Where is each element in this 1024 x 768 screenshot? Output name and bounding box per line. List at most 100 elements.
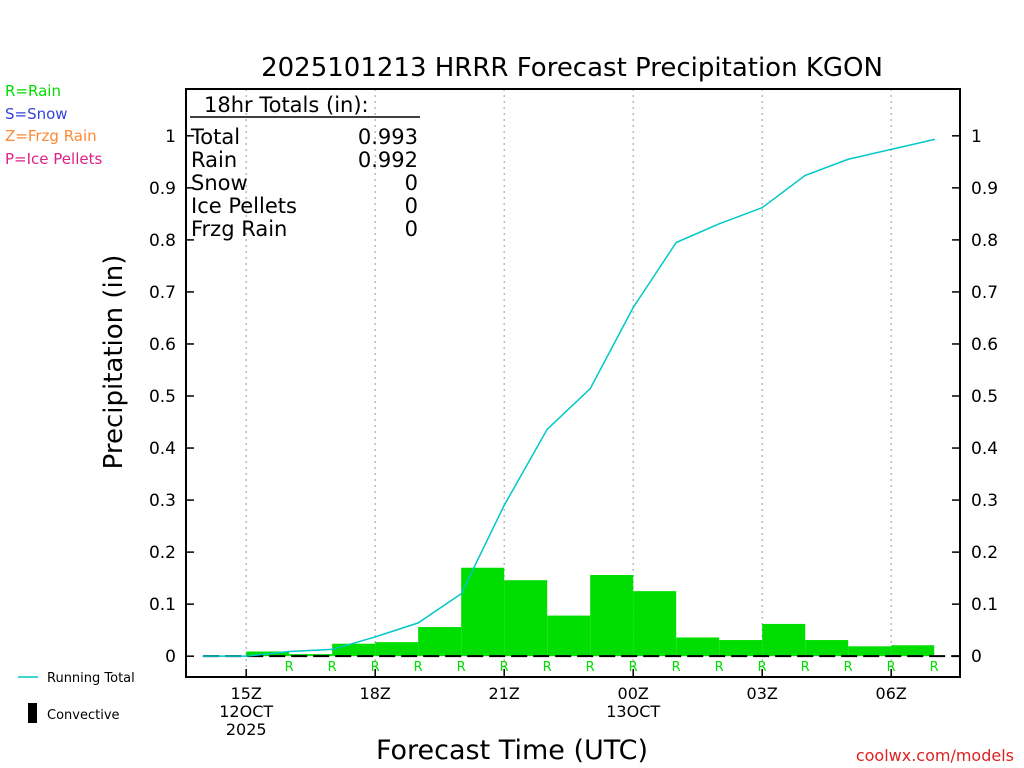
key-rain: R=Rain xyxy=(5,82,61,100)
bar-03z xyxy=(719,640,763,657)
y-tick-label-left: 1 xyxy=(165,127,176,147)
running-total-point-22z xyxy=(546,428,548,431)
y-tick-label-right: 0 xyxy=(971,647,982,667)
y-tick-label-left: 0.5 xyxy=(149,387,176,407)
running-total-point-21z xyxy=(503,504,506,507)
chart-title: 2025101213 HRRR Forecast Precipitation K… xyxy=(261,53,883,83)
ptype-letter: R xyxy=(457,660,466,675)
running-total-point-03z xyxy=(761,206,763,209)
bar-07z xyxy=(891,645,935,657)
x-tick-label: 13OCT xyxy=(606,702,660,721)
totals-label-snow: Snow xyxy=(191,171,248,195)
ptype-letter: R xyxy=(801,660,810,675)
key-snow: S=Snow xyxy=(5,105,68,123)
running-total-point-19z xyxy=(417,622,420,624)
ptype-letter: R xyxy=(285,660,294,675)
ptype-letter: R xyxy=(586,660,595,675)
y-tick-label-left: 0.2 xyxy=(149,543,176,563)
grid-lines xyxy=(245,89,892,677)
bar-01z xyxy=(633,591,677,657)
bar-02z xyxy=(676,637,720,657)
convective-legend-swatch xyxy=(28,703,37,723)
running-total-series xyxy=(202,138,935,657)
bar-22z xyxy=(504,580,548,657)
site-credit: coolwx.com/models xyxy=(856,746,1014,765)
y-axis-label: Precipitation (in) xyxy=(99,255,129,470)
running-total-point-02z xyxy=(718,222,720,225)
bar-20z xyxy=(418,627,462,657)
ptype-letter: R xyxy=(715,660,724,675)
running-total-point-17z xyxy=(331,648,334,651)
hourly-bars xyxy=(246,567,935,657)
y-tick-label-right: 1 xyxy=(971,127,982,147)
totals-value-rain: 0.992 xyxy=(358,148,418,172)
convective-legend-label: Convective xyxy=(47,708,120,723)
x-tick-label: 15Z xyxy=(231,684,262,703)
y-axis-left: 0 0.1 0.2 0.3 0.4 0.5 0.6 0.7 0.8 0.9 1 xyxy=(149,127,194,667)
running-total-point-15z xyxy=(245,655,247,657)
y-tick-label-left: 0.9 xyxy=(149,179,176,199)
running-total-point-20z xyxy=(460,592,463,595)
bar-06z xyxy=(848,646,892,657)
running-total-point-01z xyxy=(675,241,677,244)
totals-label-ice-pellets: Ice Pellets xyxy=(191,194,297,218)
bar-17z xyxy=(289,654,333,657)
y-tick-label-left: 0 xyxy=(165,647,176,667)
plot-frame xyxy=(185,88,961,678)
ptype-letter: R xyxy=(887,660,896,675)
running-total-legend-label: Running Total xyxy=(47,671,135,686)
totals-value-total: 0.993 xyxy=(358,125,418,149)
ptype-letter: R xyxy=(328,660,337,675)
totals-value-ice-pellets: 0 xyxy=(405,194,418,218)
ptype-letter: R xyxy=(414,660,423,675)
bar-18z xyxy=(332,643,376,657)
bar-05z xyxy=(805,640,849,657)
totals-value-snow: 0 xyxy=(405,171,418,195)
ptype-letter: R xyxy=(543,660,552,675)
key-frzg-rain: Z=Frzg Rain xyxy=(5,127,97,145)
x-tick-label: 03Z xyxy=(747,684,778,703)
x-tick-label: 2025 xyxy=(226,720,267,739)
ptype-letter: R xyxy=(500,660,509,675)
x-tick-label: 18Z xyxy=(360,684,391,703)
ptype-letter: R xyxy=(758,660,767,675)
y-tick-label-right: 0.6 xyxy=(971,335,998,355)
totals-label-rain: Rain xyxy=(191,148,237,172)
x-axis-label: Forecast Time (UTC) xyxy=(376,735,648,766)
running-total-point-16z xyxy=(288,650,291,653)
x-tick-label: 06Z xyxy=(876,684,907,703)
bar-04z xyxy=(762,623,806,657)
running-total-point-23z xyxy=(589,387,591,390)
y-tick-label-left: 0.1 xyxy=(149,595,176,615)
totals-header: 18hr Totals (in): xyxy=(204,93,369,117)
y-tick-label-left: 0.4 xyxy=(149,439,176,459)
key-ice-pellets: P=Ice Pellets xyxy=(5,150,102,168)
y-axis-right: 0 0.1 0.2 0.3 0.4 0.5 0.6 0.7 0.8 0.9 1 xyxy=(952,127,998,667)
y-tick-label-right: 0.8 xyxy=(971,231,998,251)
totals-value-frzg-rain: 0 xyxy=(405,217,418,241)
y-tick-label-right: 0.9 xyxy=(971,179,998,199)
x-tick-label: 21Z xyxy=(489,684,520,703)
y-tick-label-left: 0.8 xyxy=(149,231,176,251)
running-total-point-18z xyxy=(374,636,377,638)
y-tick-label-right: 0.1 xyxy=(971,595,998,615)
ptype-letter: R xyxy=(844,660,853,675)
ptype-letter: R xyxy=(672,660,681,675)
ptype-letter: R xyxy=(930,660,939,675)
running-total-line xyxy=(203,138,935,657)
y-tick-label-right: 0.5 xyxy=(971,387,998,407)
bar-21z xyxy=(461,567,505,657)
totals-label-frzg-rain: Frzg Rain xyxy=(191,217,287,241)
ptype-letter: R xyxy=(371,660,380,675)
y-tick-label-left: 0.6 xyxy=(149,335,176,355)
y-tick-label-right: 0.2 xyxy=(971,543,998,563)
running-total-point-14z xyxy=(202,655,204,657)
bar-23z xyxy=(547,615,591,657)
running-total-point-00z xyxy=(632,306,634,309)
y-tick-label-left: 0.3 xyxy=(149,491,176,511)
running-total-point-07z xyxy=(933,138,935,141)
ptype-letter: R xyxy=(629,660,638,675)
